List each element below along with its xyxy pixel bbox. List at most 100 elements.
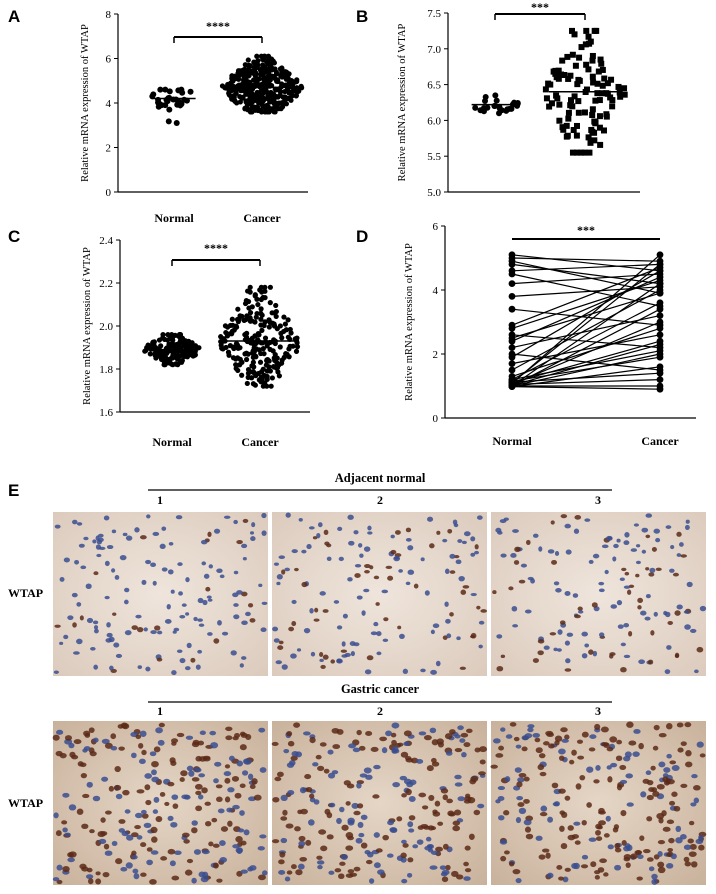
nucleus xyxy=(124,587,130,593)
nucleus xyxy=(201,787,208,794)
nucleus xyxy=(542,741,550,746)
nucleus xyxy=(646,794,654,801)
nucleus xyxy=(413,583,419,589)
data-point xyxy=(546,103,553,110)
nucleus xyxy=(184,666,191,671)
data-point xyxy=(278,89,284,95)
nucleus xyxy=(667,847,674,852)
data-point xyxy=(156,100,163,107)
data-point xyxy=(595,68,602,75)
nucleus xyxy=(431,739,439,746)
data-point xyxy=(609,103,616,110)
data-point xyxy=(607,94,614,101)
nucleus xyxy=(455,559,462,565)
image-number-normal-1: 1 xyxy=(157,493,163,507)
chart-c: 1.6 1.8 2.0 2.2 2.4 Relative mRNA expression … xyxy=(82,235,310,449)
nucleus xyxy=(407,569,415,575)
nucleus xyxy=(166,603,171,610)
nucleus xyxy=(221,631,229,636)
nucleus xyxy=(470,635,476,639)
nucleus xyxy=(241,620,248,625)
nucleus xyxy=(442,843,449,850)
nucleus xyxy=(606,535,613,541)
nucleus xyxy=(423,735,432,741)
nucleus xyxy=(365,730,373,736)
nucleus xyxy=(277,645,284,650)
nucleus xyxy=(553,801,560,807)
nucleus xyxy=(449,729,456,735)
nucleus xyxy=(261,870,268,876)
nucleus xyxy=(576,739,584,744)
nucleus xyxy=(353,866,361,872)
nucleus xyxy=(71,592,78,598)
data-point xyxy=(245,57,251,63)
nucleus xyxy=(135,734,142,740)
nucleus xyxy=(462,585,470,589)
data-point xyxy=(493,97,500,104)
nucleus xyxy=(586,802,592,808)
x-tick-label: Cancer xyxy=(243,211,281,225)
nucleus xyxy=(463,876,471,881)
nucleus xyxy=(588,559,594,564)
nucleus xyxy=(690,802,697,807)
nucleus xyxy=(505,734,513,739)
nucleus xyxy=(178,591,183,596)
data-point xyxy=(286,354,292,360)
nucleus xyxy=(616,784,623,791)
data-point xyxy=(225,81,231,88)
nucleus xyxy=(236,540,243,545)
nucleus xyxy=(143,822,152,829)
data-point xyxy=(244,334,250,340)
nucleus xyxy=(124,809,131,814)
nucleus xyxy=(136,626,144,633)
nucleus xyxy=(92,539,97,544)
nucleus xyxy=(635,573,640,578)
nucleus xyxy=(341,824,349,831)
nucleus xyxy=(554,551,560,556)
nucleus xyxy=(680,783,688,788)
nucleus xyxy=(442,538,448,543)
nucleus xyxy=(454,774,462,780)
nucleus xyxy=(323,529,329,536)
data-point xyxy=(237,356,243,363)
nucleus xyxy=(595,829,601,836)
nucleus xyxy=(527,727,534,733)
nucleus xyxy=(524,609,532,614)
nucleus xyxy=(131,854,138,860)
nucleus xyxy=(518,807,527,815)
data-point xyxy=(235,306,241,312)
nucleus xyxy=(521,735,529,741)
nucleus xyxy=(637,605,642,610)
nucleus xyxy=(140,872,147,877)
nucleus xyxy=(339,806,345,813)
data-point xyxy=(621,85,628,92)
nucleus xyxy=(694,669,699,674)
nucleus xyxy=(373,621,379,627)
nucleus xyxy=(169,860,176,867)
nucleus xyxy=(645,513,653,518)
nucleus xyxy=(666,852,672,857)
nucleus xyxy=(440,788,449,794)
nucleus xyxy=(447,528,453,534)
nucleus xyxy=(360,842,368,849)
nucleus xyxy=(594,870,601,875)
data-point xyxy=(570,127,577,134)
nucleus xyxy=(434,800,441,807)
nucleus xyxy=(95,544,102,550)
data-point xyxy=(272,340,278,347)
nucleus xyxy=(301,581,308,588)
nucleus xyxy=(72,622,77,628)
nucleus xyxy=(249,618,256,623)
nucleus xyxy=(606,746,614,752)
data-point xyxy=(240,80,246,87)
nucleus xyxy=(672,572,679,577)
nucleus xyxy=(581,854,589,860)
nucleus xyxy=(512,624,519,628)
nucleus xyxy=(216,796,223,803)
nucleus xyxy=(145,666,151,672)
data-point xyxy=(251,364,257,370)
nucleus xyxy=(683,844,692,850)
nucleus xyxy=(623,654,631,659)
data-point xyxy=(283,76,289,82)
nucleus xyxy=(282,809,288,816)
